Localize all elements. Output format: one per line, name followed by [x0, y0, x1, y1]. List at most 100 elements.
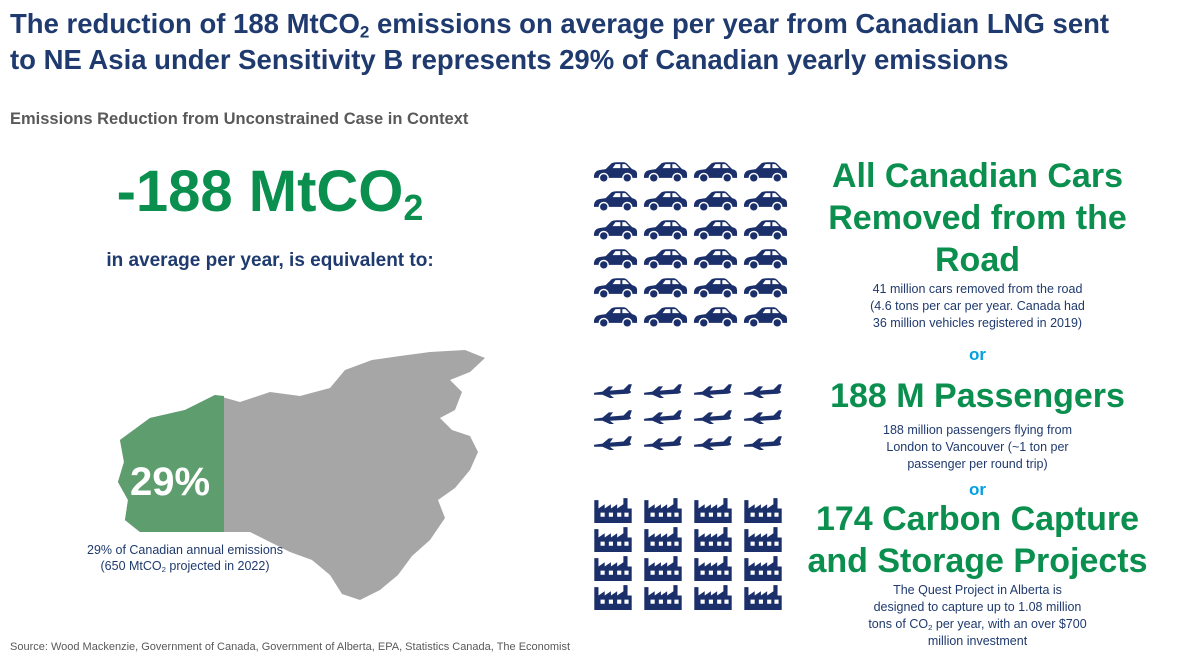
car-icon	[693, 248, 738, 271]
equivalent-cars: All Canadian Cars Removed from the Road 41…	[790, 155, 1165, 332]
factory-icon	[644, 585, 682, 610]
factory-icon	[594, 585, 632, 610]
equivalent-ccs: 174 Carbon Capture and Storage Projects T…	[790, 498, 1165, 650]
plane-icon	[744, 410, 782, 424]
detail-line: (4.6 tons per car per year. Canada had	[870, 299, 1085, 313]
car-icon	[693, 306, 738, 329]
factory-icon	[594, 556, 632, 581]
caption-line: 29% of Canadian annual emissions	[87, 543, 283, 557]
car-icon	[693, 219, 738, 242]
factory-icon	[694, 556, 732, 581]
car-icon	[643, 248, 688, 271]
subscript: 2	[161, 564, 166, 574]
detail-line: tons of CO2 per year, with an over $700	[790, 616, 1165, 633]
caption-text: projected in 2022)	[165, 559, 270, 573]
car-icon	[693, 161, 738, 184]
details: The Quest Project in Alberta is designed …	[790, 582, 1165, 650]
factory-icon	[744, 498, 782, 523]
plane-icon	[744, 384, 782, 398]
car-icon	[593, 306, 638, 329]
factory-icon	[594, 498, 632, 523]
heading-line: 188 M Passengers	[830, 377, 1125, 415]
car-icon	[593, 190, 638, 213]
subscript: 2	[359, 22, 370, 42]
detail-text: per year, with an over $700	[932, 617, 1087, 631]
map-share: 29%	[130, 460, 211, 504]
car-icon	[743, 306, 788, 329]
car-icon	[693, 277, 738, 300]
heading-line: and Storage Projects	[807, 542, 1148, 580]
plane-icon	[644, 410, 682, 424]
detail-line: passenger per round trip)	[907, 457, 1048, 471]
heading: 188 M Passengers	[790, 375, 1165, 417]
car-icon	[593, 219, 638, 242]
caption-line: (650 MtCO2 projected in 2022)	[20, 558, 350, 574]
details: 41 million cars removed from the road (4.…	[790, 281, 1165, 332]
detail-line: The Quest Project in Alberta is	[893, 583, 1062, 597]
title-text: to NE Asia under Sensitivity B represent…	[10, 44, 1009, 75]
subscript: 2	[928, 622, 933, 632]
heading-line: 174 Carbon Capture	[815, 500, 1140, 538]
heading-line: All Canadian Cars	[832, 157, 1123, 195]
car-icon	[743, 190, 788, 213]
plane-icon	[594, 410, 632, 424]
car-icon	[743, 161, 788, 184]
headline-text: in average per year, is equivalent to:	[106, 250, 434, 271]
car-icon	[593, 277, 638, 300]
details: 188 million passengers flying from London…	[790, 422, 1165, 473]
factory-icon	[644, 498, 682, 523]
plane-icon	[594, 384, 632, 398]
value-text: -188 MtCO	[116, 159, 404, 224]
factory-icon	[744, 556, 782, 581]
car-icon	[743, 248, 788, 271]
car-icon	[643, 277, 688, 300]
factory-icon	[744, 585, 782, 610]
source: Source: Wood Mackenzie, Government of Ca…	[10, 641, 571, 653]
plane-icon	[694, 410, 732, 424]
subscript: 2	[403, 186, 424, 228]
factory-icon	[644, 556, 682, 581]
car-icon	[593, 248, 638, 271]
detail-line: London to Vancouver (~1 ton per	[886, 440, 1069, 454]
factory-icon	[744, 527, 782, 552]
separator: or	[969, 345, 986, 364]
title-text: emissions on average per year from Canad…	[369, 8, 1110, 39]
plane-icon	[594, 436, 632, 450]
map-caption: 29% of Canadian annual emissions (650 MtC…	[20, 542, 350, 574]
detail-line: 41 million cars removed from the road	[872, 282, 1083, 296]
heading-line: Road	[935, 241, 1020, 279]
subtitle: Emissions Reduction from Unconstrained C…	[10, 110, 469, 128]
factory-icon	[644, 527, 682, 552]
car-icon	[743, 277, 788, 300]
car-icon	[643, 190, 688, 213]
heading: All Canadian Cars Removed from the Road	[790, 155, 1165, 281]
detail-line: 188 million passengers flying from	[883, 423, 1072, 437]
car-icon	[643, 161, 688, 184]
caption-text: (650 MtCO	[100, 559, 162, 573]
title-text: The reduction of 188 MtCO	[10, 8, 360, 39]
detail-line: 36 million vehicles registered in 2019)	[872, 316, 1083, 330]
factory-icon	[694, 527, 732, 552]
plane-icon	[694, 436, 732, 450]
headline-value: -188 MtCO2	[40, 158, 500, 225]
plane-icon	[644, 384, 682, 398]
plane-icon	[644, 436, 682, 450]
plane-icon	[694, 384, 732, 398]
car-icon	[643, 219, 688, 242]
detail-text: tons of CO	[868, 617, 929, 631]
heading: 174 Carbon Capture and Storage Projects	[790, 498, 1165, 582]
car-icon	[693, 190, 738, 213]
factory-icon	[694, 498, 732, 523]
car-icon	[593, 161, 638, 184]
detail-line: million investment	[927, 634, 1028, 648]
title: The reduction of 188 MtCO2 emissions on …	[10, 6, 1109, 78]
car-icon	[643, 306, 688, 329]
factory-icon	[694, 585, 732, 610]
detail-line: designed to capture up to 1.08 million	[873, 600, 1082, 614]
canada-map	[118, 350, 485, 600]
heading-line: Removed from the	[828, 199, 1127, 237]
separator: or	[969, 480, 986, 499]
factory-icon	[594, 527, 632, 552]
